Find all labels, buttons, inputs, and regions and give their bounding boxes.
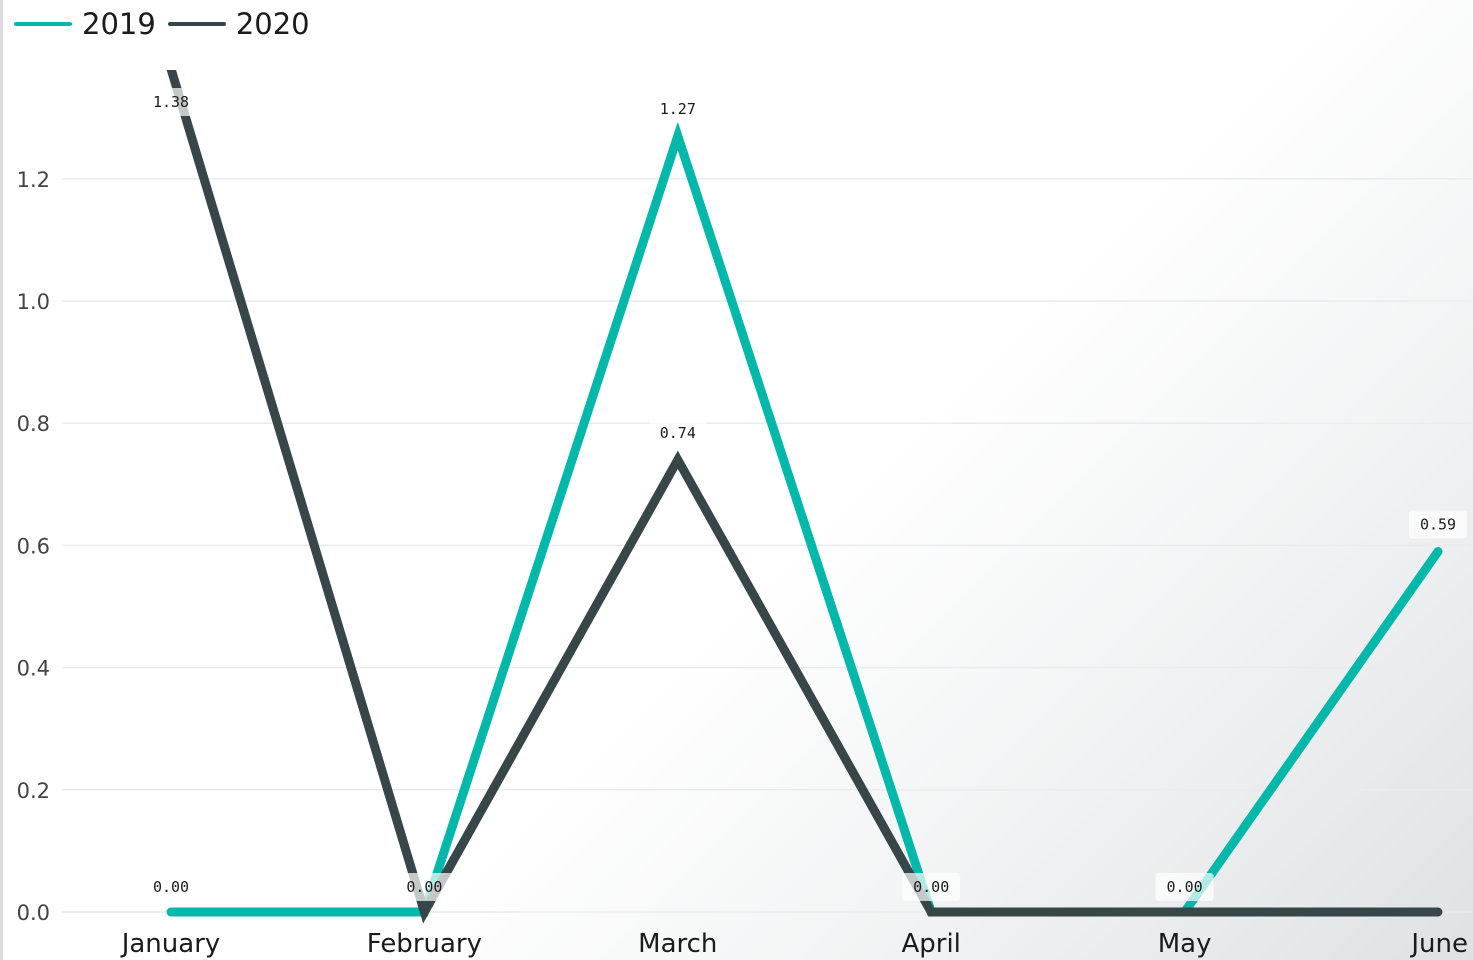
data-label: 0.00 xyxy=(406,878,442,896)
x-tick-label[interactable]: February xyxy=(367,929,482,959)
legend-label-2020: 2020 xyxy=(235,7,310,41)
y-tick-label: 1.2 xyxy=(17,168,50,192)
data-label-bg xyxy=(648,95,707,124)
data-label-bg xyxy=(142,88,200,116)
y-tick-label: 0.2 xyxy=(17,779,50,803)
series-line-2019[interactable] xyxy=(166,121,1443,917)
y-tick-label: 0.4 xyxy=(17,657,50,681)
data-label-bg xyxy=(142,873,200,901)
data-label: 1.27 xyxy=(660,100,696,118)
y-tick-label: 1.0 xyxy=(17,290,50,314)
legend-item-2020[interactable]: 2020 xyxy=(167,7,310,41)
data-label: 0.00 xyxy=(913,878,949,896)
x-tick-label[interactable]: May xyxy=(1158,929,1212,959)
data-label: 0.00 xyxy=(1167,878,1203,896)
data-label-bg xyxy=(1409,510,1467,539)
frame-edge xyxy=(0,0,3,960)
data-label: 0.00 xyxy=(153,878,189,896)
data-label: 0.59 xyxy=(1420,516,1456,534)
data-label-bg xyxy=(902,873,961,901)
data-label: 0.74 xyxy=(660,424,696,442)
y-tick-label: 0.6 xyxy=(17,534,50,558)
legend-swatch-2019 xyxy=(14,22,72,26)
data-label-bg xyxy=(1155,873,1214,901)
series-lines xyxy=(166,69,1443,924)
legend-swatch-2020 xyxy=(167,22,226,26)
y-tick-label: 0.8 xyxy=(17,412,50,436)
x-axis-ticks: January February March April May June xyxy=(120,929,1468,959)
legend: 2019 2020 xyxy=(14,2,310,46)
legend-label-2019: 2019 xyxy=(82,7,156,41)
data-label: 1.38 xyxy=(153,93,189,111)
data-label-bg xyxy=(395,873,454,901)
legend-item-2019[interactable]: 2019 xyxy=(14,7,156,41)
x-tick-label[interactable]: March xyxy=(638,929,717,959)
data-label-bg xyxy=(648,418,707,447)
x-tick-label[interactable]: April xyxy=(901,929,960,959)
x-tick-label[interactable]: June xyxy=(1409,929,1468,959)
y-axis-ticks: 0.0 0.2 0.4 0.6 0.8 1.0 1.2 xyxy=(17,168,50,925)
data-labels: 0.00 0.00 1.27 0.00 0.00 0.59 1.38 0.74 xyxy=(142,88,1467,901)
series-line-2020[interactable] xyxy=(166,69,1443,924)
y-tick-label: 0.0 xyxy=(17,901,50,925)
x-tick-label[interactable]: January xyxy=(120,929,221,959)
gridlines xyxy=(62,178,1473,913)
